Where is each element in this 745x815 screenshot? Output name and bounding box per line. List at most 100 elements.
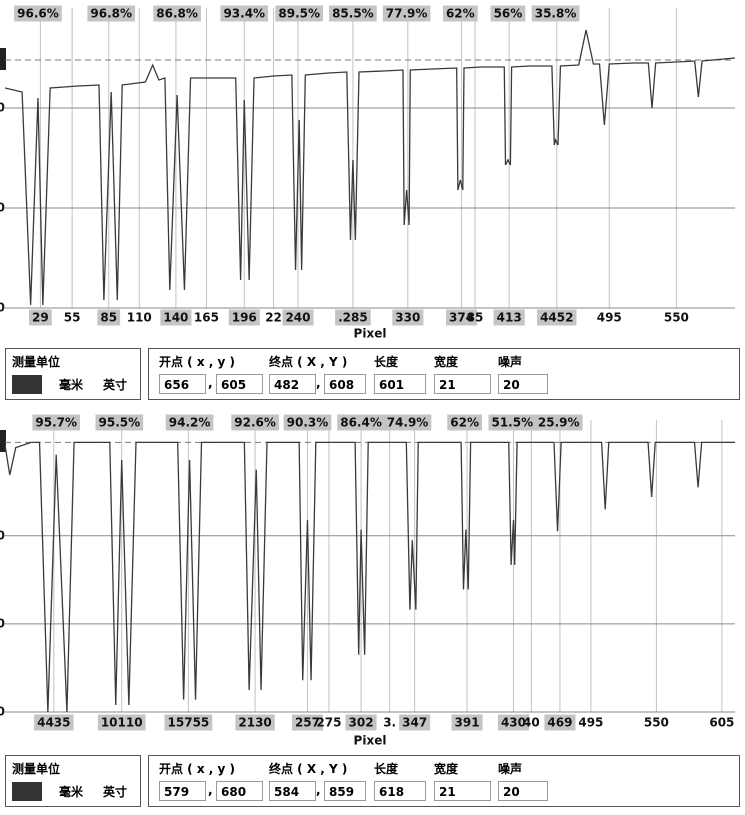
label-box: [493, 309, 525, 326]
x-tick-label: 240: [285, 311, 310, 325]
field-label: 噪声: [498, 355, 523, 369]
label-box: [497, 714, 530, 731]
y-tick-label: 100: [0, 616, 5, 630]
x-tick-label: 302: [349, 716, 374, 730]
label-box: [490, 5, 526, 22]
unit-label: 测量单位: [12, 762, 61, 776]
field-label: 开点 ( x , y ): [159, 355, 235, 369]
field-label: 终点 ( X , Y ): [269, 762, 348, 776]
label-box: [447, 414, 483, 431]
separator: ,: [316, 376, 321, 390]
label-box: [544, 714, 576, 731]
field-label: 开点 ( x , y ): [159, 762, 235, 776]
x-tick-label: 430: [501, 716, 526, 730]
x-tick-label: 2130: [238, 716, 271, 730]
label-box: [382, 5, 431, 22]
annotation: 95.7%: [35, 416, 77, 430]
label-box: [29, 309, 52, 326]
x-tick-label: 550: [644, 716, 669, 730]
field-value: 21: [434, 374, 491, 394]
annotation: 93.4%: [223, 7, 265, 21]
annotation: 85.5%: [332, 7, 374, 21]
annotation: 86.8%: [156, 7, 198, 21]
unit-button[interactable]: 英寸: [103, 378, 128, 392]
label-box: [165, 414, 214, 431]
x-tick-label: 40: [523, 716, 540, 730]
measure-panel: 测量单位 像素 毫米 英寸 开点 ( x , y ) 656, 605 终点 ( X , Y …: [0, 348, 745, 400]
x-tick-label: 4435: [37, 716, 70, 730]
field-value: 608: [324, 374, 366, 394]
label-box: [97, 714, 146, 731]
unit-button[interactable]: 像素: [12, 782, 43, 801]
label-box: [164, 714, 213, 731]
x-tick-label: 110: [127, 311, 152, 325]
unit-button[interactable]: 英寸: [103, 785, 128, 799]
label-box: [451, 714, 483, 731]
x-tick-label: 550: [664, 311, 689, 325]
label-box: [488, 414, 537, 431]
field-value: 482: [269, 374, 316, 394]
annotation: 89.5%: [278, 7, 320, 21]
annotation: 25.9%: [538, 416, 580, 430]
field-value: 656: [159, 374, 206, 394]
x-tick-label: 140: [163, 311, 188, 325]
annotation: 96.6%: [17, 7, 59, 21]
field-label: 噪声: [498, 762, 523, 776]
label-box: [235, 714, 275, 731]
x-tick-label: 85: [467, 311, 484, 325]
x-tick-label: 15755: [168, 716, 210, 730]
label-box: [399, 714, 431, 731]
annotation: 96.8%: [90, 7, 132, 21]
label-box: [446, 309, 478, 326]
coord-fields: 开点 ( x , y ) 579, 680 终点 ( X , Y ) 584, 859 长度…: [148, 755, 740, 807]
left-marker: [0, 430, 6, 452]
annotation: 95.5%: [99, 416, 141, 430]
label-box: [329, 5, 377, 22]
x-tick-label: 22: [265, 311, 282, 325]
label-box: [337, 414, 385, 431]
y-tick-label: 200: [0, 528, 5, 542]
profile-line: [4, 29, 736, 306]
annotation: 94.2%: [169, 416, 211, 430]
label-box: [14, 5, 62, 22]
x-tick-label: 29: [32, 311, 49, 325]
field-value: 21: [434, 781, 491, 801]
x-axis-label: Pixel: [354, 327, 387, 341]
x-tick-label: 469: [547, 716, 572, 730]
label-box: [87, 5, 136, 22]
annotation: 86.4%: [340, 416, 382, 430]
field-value: 680: [216, 781, 263, 801]
annotation: 51.5%: [491, 416, 533, 430]
field-value: 20: [498, 781, 548, 801]
label-box: [220, 5, 269, 22]
label-box: [153, 5, 201, 22]
annotation: 90.3%: [287, 416, 329, 430]
label-box: [275, 5, 324, 22]
unit-button[interactable]: 像素: [12, 375, 43, 394]
label-box: [32, 414, 81, 431]
label-box: [383, 414, 432, 431]
x-axis-label: Pixel: [354, 734, 387, 748]
y-tick-label: 0: [0, 705, 5, 719]
label-box: [97, 309, 121, 326]
x-tick-label: 605: [709, 716, 734, 730]
left-marker: [0, 48, 6, 70]
x-tick-label: 10110: [101, 716, 143, 730]
unit-button[interactable]: 毫米: [59, 785, 84, 799]
x-tick-label: 165: [194, 311, 219, 325]
unit-box: 测量单位 像素 毫米 英寸: [5, 348, 141, 400]
label-box: [442, 5, 478, 22]
field-label: 宽度: [434, 762, 459, 776]
unit-button[interactable]: 毫米: [59, 378, 84, 392]
field-value: 584: [269, 781, 316, 801]
field-label: 长度: [374, 355, 399, 369]
x-tick-label: 391: [455, 716, 480, 730]
label-box: [531, 5, 580, 22]
x-tick-label: 3.: [383, 716, 396, 730]
profile-line: [4, 441, 735, 713]
field-value: 859: [324, 781, 366, 801]
annotation: 62%: [450, 416, 479, 430]
separator: ,: [208, 783, 213, 797]
